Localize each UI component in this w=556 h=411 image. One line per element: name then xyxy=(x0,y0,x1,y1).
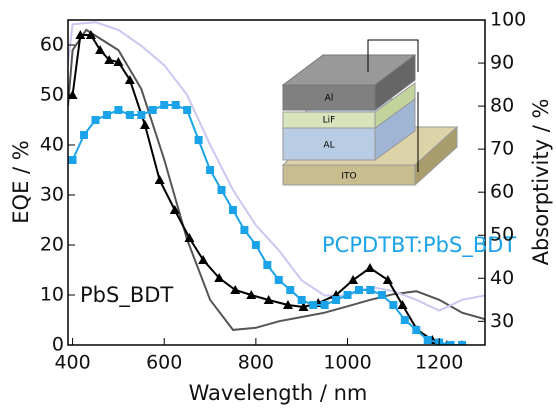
marker xyxy=(75,30,86,39)
x-tick-label: 400 xyxy=(54,352,90,374)
marker xyxy=(343,291,352,299)
marker xyxy=(160,101,169,109)
y2-tick-label: 70 xyxy=(490,138,514,160)
marker xyxy=(139,120,150,129)
marker xyxy=(366,286,375,294)
marker xyxy=(309,301,318,309)
plot-frame xyxy=(67,19,486,346)
marker xyxy=(154,175,165,184)
marker xyxy=(364,263,375,272)
y2-tick-label: 90 xyxy=(490,52,514,74)
y-tick-label: 40 xyxy=(40,134,64,156)
marker xyxy=(230,285,241,294)
y2-tick-label: 30 xyxy=(490,310,514,332)
y2-tick-label: 40 xyxy=(490,267,514,289)
y-tick-label: 50 xyxy=(40,84,64,106)
marker xyxy=(397,300,408,309)
marker xyxy=(400,316,409,324)
series-line xyxy=(71,34,463,345)
y-tick-label: 10 xyxy=(40,284,64,306)
marker xyxy=(68,156,77,164)
x-tick-label: 1200 xyxy=(415,352,463,374)
x-tick-label: 1000 xyxy=(323,352,371,374)
marker xyxy=(263,261,272,269)
marker xyxy=(282,300,293,309)
y-tick-label: 30 xyxy=(40,184,64,206)
marker xyxy=(228,206,237,214)
y-tick-label: 60 xyxy=(40,34,64,56)
layer-label: ITO xyxy=(341,172,356,182)
marker xyxy=(298,302,309,311)
ito-front xyxy=(282,164,416,186)
layer-label: LiF xyxy=(323,116,336,126)
marker xyxy=(169,205,180,214)
wire xyxy=(367,39,419,72)
marker xyxy=(125,111,134,119)
marker xyxy=(206,166,215,174)
y2-tick-label: 100 xyxy=(490,9,526,31)
marker xyxy=(389,301,398,309)
marker xyxy=(423,336,432,344)
marker xyxy=(251,241,260,249)
x-axis-label: Wavelength / nm xyxy=(189,381,368,405)
layer-label: AL xyxy=(323,141,334,151)
plot-area xyxy=(68,21,485,345)
marker xyxy=(458,341,467,345)
marker xyxy=(91,116,100,124)
lif-front xyxy=(282,111,376,129)
marker xyxy=(412,326,421,334)
marker xyxy=(184,233,195,242)
marker xyxy=(104,55,115,64)
marker xyxy=(274,276,283,284)
inset-device: Al LiF AL ITO xyxy=(281,39,459,187)
layer-label: Al xyxy=(325,94,334,104)
y-axis-label: EQE / % xyxy=(9,140,33,223)
marker xyxy=(171,101,180,109)
marker xyxy=(148,106,157,114)
marker xyxy=(320,301,329,309)
series-line xyxy=(68,21,485,312)
marker xyxy=(348,275,359,284)
annotation: PbS_BDT xyxy=(80,283,173,308)
marker xyxy=(114,106,123,114)
y2-tick-label: 50 xyxy=(490,224,514,246)
marker xyxy=(240,226,249,234)
marker xyxy=(217,186,226,194)
marker xyxy=(198,255,209,264)
marker xyxy=(95,45,106,54)
alu-front xyxy=(282,84,376,111)
marker xyxy=(124,75,135,84)
marker xyxy=(194,136,203,144)
marker xyxy=(113,57,124,66)
series-line xyxy=(68,28,485,331)
marker xyxy=(332,296,341,304)
annotation: PCPDTBT:PbS_BDT xyxy=(322,233,516,258)
marker xyxy=(137,111,146,119)
marker xyxy=(382,275,393,284)
marker xyxy=(246,290,257,299)
x-tick-label: 600 xyxy=(146,352,182,374)
marker xyxy=(183,106,192,114)
x-tick-label: 800 xyxy=(238,352,274,374)
y2-tick-label: 80 xyxy=(490,95,514,117)
marker xyxy=(286,286,295,294)
marker xyxy=(80,131,89,139)
marker xyxy=(297,296,306,304)
marker xyxy=(377,291,386,299)
marker xyxy=(446,341,455,345)
y2-tick-label: 60 xyxy=(490,181,514,203)
marker xyxy=(263,295,274,304)
y-tick-label: 20 xyxy=(40,234,64,256)
marker xyxy=(102,111,111,119)
marker xyxy=(85,30,96,39)
marker xyxy=(214,273,225,282)
y2-axis-label: Absorptivity / % xyxy=(529,99,553,266)
y-tick-label: 0 xyxy=(52,334,64,356)
al-front xyxy=(282,127,376,161)
marker xyxy=(354,286,363,294)
